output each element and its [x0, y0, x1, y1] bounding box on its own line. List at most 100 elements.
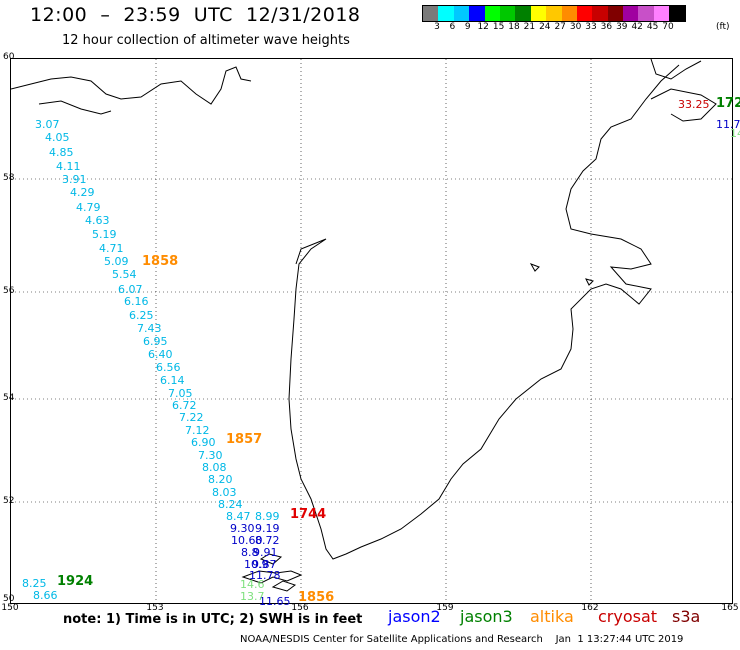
wave-height-label: 9.19: [255, 522, 280, 535]
legend-cryosat: cryosat: [598, 607, 658, 626]
wave-height-label: 13.7: [240, 590, 265, 603]
lat-label: 54: [3, 393, 15, 403]
wave-height-label: 6.72: [172, 399, 197, 412]
scale-label: 21: [523, 22, 536, 32]
wave-height-label: 4.79: [76, 201, 101, 214]
lon-label: 165: [721, 603, 739, 613]
wave-height-label: 5.19: [92, 228, 117, 241]
wave-height-label: 6.14: [160, 374, 185, 387]
lon-label: 159: [436, 603, 454, 613]
wave-height-label: 11.70: [716, 118, 740, 131]
scale-swatch: [592, 6, 608, 21]
wave-height-label: 4.05: [45, 131, 70, 144]
page-subtitle: 12 hour collection of altimeter wave hei…: [62, 33, 350, 48]
wave-height-label: 8.99: [255, 510, 280, 523]
lon-label: 153: [146, 603, 164, 613]
lat-label: 60: [3, 52, 15, 62]
scale-swatch: [546, 6, 562, 21]
credit-line: NOAA/NESDIS Center for Satellite Applica…: [240, 634, 684, 645]
scale-swatch: [499, 6, 516, 21]
wave-height-label: 8.72: [255, 534, 280, 547]
lon-label: 156: [291, 603, 309, 613]
scale-swatch: [638, 6, 654, 21]
scale-label: 24: [539, 22, 551, 32]
scale-swatch: [515, 6, 531, 21]
wave-height-label: 11.65: [259, 595, 291, 608]
wave-height-label: 6.90: [191, 436, 216, 449]
scale-swatch: [669, 6, 685, 21]
wave-height-label: 8.66: [33, 589, 58, 602]
legend-s3a: s3a: [672, 607, 701, 626]
scale-label: 70: [662, 22, 674, 32]
wave-height-label: 6.40: [148, 348, 173, 361]
scale-label: 15: [492, 22, 505, 32]
scale-label: 27: [554, 22, 566, 32]
lat-label: 50: [3, 594, 15, 604]
legend-jason3: jason3: [460, 607, 513, 626]
color-scale: [422, 5, 686, 22]
scale-label: 3: [434, 22, 440, 32]
wave-height-label: 33.25: [678, 98, 710, 111]
scale-swatch: [623, 6, 639, 21]
wave-height-label: 6.56: [156, 361, 181, 374]
wave-height-label: 4.85: [49, 146, 74, 159]
wave-height-label: 9.30: [230, 522, 255, 535]
wave-height-label: 10.9: [244, 558, 269, 571]
scale-swatch: [607, 6, 624, 21]
wave-height-label: 4.71: [99, 242, 124, 255]
wave-height-label: 5.09: [104, 255, 129, 268]
scale-swatch: [423, 6, 439, 21]
wave-height-label: 11.78: [249, 569, 281, 582]
wave-height-label: 8.47: [226, 510, 251, 523]
wave-height-label: 6.25: [129, 309, 154, 322]
scale-label: 6: [449, 22, 456, 32]
pass-time-label: 1857: [226, 432, 263, 447]
wave-height-label: 8.8: [241, 546, 259, 559]
wave-height-label: 6.95: [143, 335, 168, 348]
coastline: [10, 58, 717, 592]
lon-label: 162: [581, 603, 599, 613]
scale-label: 39: [616, 22, 628, 32]
wave-height-label: 3.07: [35, 118, 60, 131]
scale-swatch: [576, 6, 593, 21]
scale-swatch: [469, 6, 485, 21]
color-scale-unit: (ft): [716, 22, 730, 32]
scale-label: 36: [600, 22, 613, 32]
pass-time-label: 1856: [298, 590, 335, 605]
lat-label: 52: [3, 496, 15, 506]
wave-height-label: 7.05: [168, 387, 193, 400]
scale-swatch: [530, 6, 547, 21]
wave-height-label: 3.91: [62, 173, 87, 186]
footer-note: note: 1) Time is in UTC; 2) SWH is in fe…: [63, 612, 363, 627]
wave-height-label: 8.24: [218, 498, 243, 511]
wave-height-label: 7.12: [185, 424, 210, 437]
scale-label: 18: [508, 22, 520, 32]
wave-height-label: 8.20: [208, 473, 233, 486]
legend-altika: altika: [530, 607, 574, 626]
scale-label: 12: [477, 22, 489, 32]
wave-height-label: 7.43: [137, 322, 162, 335]
pass-time-label: 1924: [57, 574, 94, 589]
wave-height-label: 14: [730, 127, 740, 140]
graticule: [11, 59, 732, 603]
lon-label: 150: [1, 603, 19, 613]
scale-label: 45: [646, 22, 659, 32]
scale-label: 30: [569, 22, 582, 32]
pass-time-label: 172: [716, 96, 740, 111]
wave-height-label: 6.16: [124, 295, 149, 308]
wave-height-label: 4.11: [56, 160, 81, 173]
wave-height-label: 5.54: [112, 268, 137, 281]
legend-jason2: jason2: [388, 607, 441, 626]
page-title: 12:00 – 23:59 UTC 12/31/2018: [30, 4, 361, 26]
scale-swatch: [438, 6, 454, 21]
wave-height-label: 6.07: [118, 283, 143, 296]
wave-height-label: 8.03: [212, 486, 237, 499]
wave-height-label: 8.08: [202, 461, 227, 474]
scale-label: 33: [585, 22, 597, 32]
scale-label: 9: [464, 22, 471, 32]
wave-height-label: 8.25: [22, 577, 47, 590]
wave-height-label: 9.87: [252, 558, 277, 571]
pass-time-label: 1744: [290, 507, 327, 522]
scale-label: 42: [631, 22, 643, 32]
map-svg: [10, 58, 732, 603]
